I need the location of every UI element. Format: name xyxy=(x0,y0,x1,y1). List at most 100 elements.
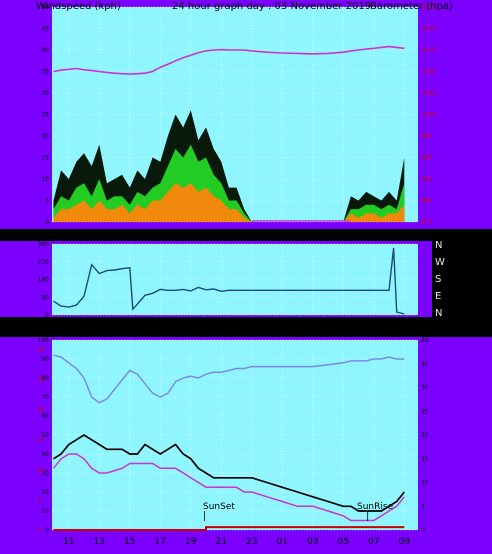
wind-y-tick: 30 xyxy=(41,90,49,97)
humidity-y-tick: 70 xyxy=(41,394,49,401)
rain-y-tick: 0 xyxy=(37,527,41,534)
sunset-label: SunSet xyxy=(203,502,235,512)
baro-y-tick: 990 xyxy=(421,155,433,162)
baro-y-tick: 1010 xyxy=(421,69,436,76)
series xyxy=(52,45,405,531)
humidity-y-tick: 60 xyxy=(41,413,49,420)
baro-y-tick: 1000 xyxy=(421,112,436,119)
humidity-line xyxy=(53,354,405,404)
wind-y-tick: 50 xyxy=(41,4,49,11)
temp-y-tick: 15 xyxy=(421,456,429,463)
baro-y-tick: 1020 xyxy=(421,26,436,33)
x-tick-label: 15 xyxy=(124,229,135,239)
x-tick-label: 05 xyxy=(338,537,349,547)
sunrise-label: SunRise xyxy=(357,502,394,512)
dir-y-tick: 180 xyxy=(38,277,50,284)
header-right: Barometer (hpa) xyxy=(370,1,453,12)
rain-y-tick: 10 xyxy=(37,467,45,474)
wind-y-tick: 45 xyxy=(41,26,49,33)
dir-label-w: W xyxy=(435,257,445,268)
dir-label-s: S xyxy=(435,274,441,285)
wind-average-area xyxy=(53,144,405,222)
rain-y-tick: 5 xyxy=(37,497,41,504)
x-tick-label: 11 xyxy=(63,537,74,547)
temp-y-tick: 10 xyxy=(421,480,429,487)
wind-y-tick: 40 xyxy=(41,47,49,54)
header-left: Windspeed (kph) xyxy=(36,1,121,12)
dir-y-tick: 360 xyxy=(38,241,50,248)
x-tick-label: 05 xyxy=(338,229,349,239)
rain-y-tick: 30 xyxy=(37,347,45,354)
dir-label-n2: N xyxy=(435,308,442,319)
wind-light-area xyxy=(53,183,405,222)
dir-label-e: E xyxy=(435,291,441,302)
x-tick-label: 21 xyxy=(216,229,227,239)
x-tick-label: 01 xyxy=(277,229,288,239)
humidity-y-tick: 100 xyxy=(38,337,50,344)
x-tick-label: 03 xyxy=(307,537,318,547)
x-tick-label: 13 xyxy=(94,537,105,547)
wind-y-tick: 25 xyxy=(41,112,49,119)
x-tick-label: 19 xyxy=(185,229,197,239)
x-tick-label: 23 xyxy=(246,229,257,239)
wind-direction-line xyxy=(53,247,405,315)
temp-y-tick: 25 xyxy=(421,408,429,415)
baro-y-tick: 985 xyxy=(421,176,433,183)
dir-y-tick: 0 xyxy=(45,312,49,319)
x-tick-label: 09 xyxy=(399,537,411,547)
dir-label-n1: N xyxy=(435,240,442,251)
humidity-y-tick: 0 xyxy=(45,527,49,534)
x-tick-label: 09 xyxy=(399,229,411,239)
temp-y-tick: 0 xyxy=(421,527,425,534)
humidity-y-tick: 50 xyxy=(41,432,49,439)
rain-y-tick: 20 xyxy=(37,407,45,414)
x-tick-label: 15 xyxy=(124,537,135,547)
wind-y-tick: 35 xyxy=(41,69,49,76)
humidity-y-tick: 40 xyxy=(41,451,49,458)
temp-y-tick: 5 xyxy=(421,503,425,510)
humidity-y-tick: 20 xyxy=(41,489,49,496)
header-center: 24 hour graph day : 03 November 2019 xyxy=(172,1,371,12)
x-tick-label: 17 xyxy=(155,537,166,547)
x-tick-label: 11 xyxy=(63,229,74,239)
baro-y-tick: 995 xyxy=(421,133,433,140)
x-tick-label: 13 xyxy=(94,229,105,239)
humidity-y-tick: 10 xyxy=(41,508,49,515)
rain-y-tick: 15 xyxy=(37,437,45,444)
bottom-header-left: Rainfall (mm) Humidity (%) xyxy=(2,323,139,334)
humidity-y-tick: 80 xyxy=(41,375,49,382)
wind-y-tick: 20 xyxy=(41,133,49,140)
baro-y-tick: 1025 xyxy=(421,4,436,11)
baro-y-tick: 975 xyxy=(421,219,433,226)
temperature-line xyxy=(53,433,405,512)
wind-y-tick: 0 xyxy=(45,219,49,226)
dir-y-tick: 270 xyxy=(38,259,50,266)
baro-y-tick: 1015 xyxy=(421,47,436,54)
x-tick-label: 07 xyxy=(368,229,379,239)
temp-y-tick: 20 xyxy=(421,432,429,439)
wind-y-tick: 15 xyxy=(41,155,49,162)
rainfall-line xyxy=(53,526,405,531)
x-tick-label: 19 xyxy=(185,537,197,547)
temp-y-tick: 30 xyxy=(421,385,429,392)
x-tick-label: 17 xyxy=(155,229,166,239)
dir-y-tick: 90 xyxy=(41,294,49,301)
baro-y-tick: 980 xyxy=(421,198,433,205)
wind-y-tick: 10 xyxy=(41,176,49,183)
x-tick-label: 21 xyxy=(216,537,227,547)
x-tick-label: 01 xyxy=(277,537,288,547)
rain-y-tick: 25 xyxy=(37,377,45,384)
humidity-y-tick: 90 xyxy=(41,356,49,363)
x-tick-label: 03 xyxy=(307,229,318,239)
humidity-y-tick: 30 xyxy=(41,470,49,477)
x-tick-label: 23 xyxy=(246,537,257,547)
temp-y-tick: 35 xyxy=(421,361,429,368)
dewpoint-line xyxy=(52,453,405,522)
wind-y-tick: 5 xyxy=(45,198,49,205)
direction-labels: N W S E N xyxy=(435,240,445,319)
x-tick-label: 07 xyxy=(368,537,379,547)
temp-y-tick: 40 xyxy=(421,337,429,344)
baro-y-tick: 1005 xyxy=(421,90,436,97)
